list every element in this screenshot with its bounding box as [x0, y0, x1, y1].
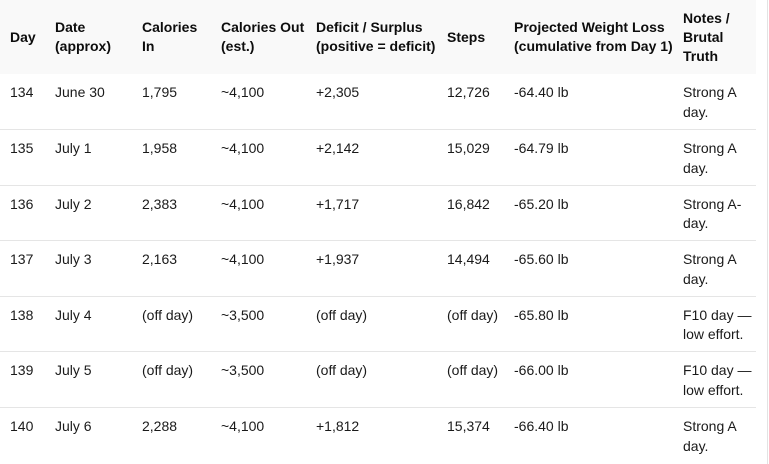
cell-steps: 15,374 [447, 418, 490, 435]
table-row: 134 June 30 1,795 ~4,100 +2,305 12,726 -… [0, 74, 756, 130]
header-deficit-surplus: Deficit / Surplus (positive = deficit) [316, 19, 436, 54]
cell-calories-out: ~4,100 [221, 84, 265, 100]
header-day: Day [10, 28, 36, 45]
cell-day: 136 [10, 195, 34, 212]
header-notes: Notes / Brutal Truth [683, 9, 730, 64]
cell-day: 137 [10, 251, 34, 268]
cell-calories-in: (off day) [142, 306, 194, 323]
cell-deficit: +1,717 [316, 195, 360, 212]
cell-steps: 16,842 [447, 195, 490, 212]
cell-notes: F10 day — low effort. [683, 306, 752, 343]
table-row: 139 July 5 (off day) ~3,500 (off day) (o… [0, 352, 756, 408]
cell-deficit: +2,305 [316, 84, 360, 100]
header-steps: Steps [447, 28, 486, 45]
cell-date: July 2 [55, 195, 92, 212]
cell-weight-loss: -66.40 lb [514, 418, 569, 435]
cell-calories-in: (off day) [142, 362, 194, 379]
cell-date: July 5 [55, 362, 92, 379]
table-row: 140 July 6 2,288 ~4,100 +1,812 15,374 -6… [0, 408, 756, 464]
header-date: Date (approx) [55, 19, 111, 54]
cell-day: 135 [10, 140, 34, 157]
cell-notes: Strong A- day. [683, 195, 742, 232]
cell-calories-out: ~3,500 [221, 362, 265, 379]
cell-calories-in: 2,383 [142, 195, 178, 212]
header-calories-in: Calories In [142, 19, 198, 54]
cell-date: July 6 [55, 418, 92, 435]
cell-deficit: +1,937 [316, 251, 360, 268]
cell-calories-out: ~3,500 [221, 306, 265, 323]
cell-calories-in: 2,288 [142, 418, 178, 435]
cell-weight-loss: -65.20 lb [514, 195, 569, 212]
cell-steps: (off day) [447, 362, 499, 379]
cell-notes: Strong A day. [683, 251, 736, 287]
cell-date: July 3 [55, 251, 92, 268]
cell-date: July 1 [55, 140, 92, 157]
cell-steps: 14,494 [447, 251, 490, 268]
cell-weight-loss: -64.40 lb [514, 84, 569, 100]
cell-day: 140 [10, 418, 34, 435]
table-row: 136 July 2 2,383 ~4,100 +1,717 16,842 -6… [0, 185, 756, 241]
cell-steps: 12,726 [447, 84, 490, 100]
table-row: 137 July 3 2,163 ~4,100 +1,937 14,494 -6… [0, 241, 756, 297]
table-row: 138 July 4 (off day) ~3,500 (off day) (o… [0, 296, 756, 352]
cell-calories-in: 1,795 [142, 84, 178, 100]
cell-deficit: (off day) [316, 306, 368, 323]
table-row: 135 July 1 1,958 ~4,100 +2,142 15,029 -6… [0, 130, 756, 186]
header-projected-weight-loss: Projected Weight Loss (cumulative from D… [514, 19, 673, 54]
cell-notes: F10 day — low effort. [683, 362, 752, 398]
cell-notes: Strong A day. [683, 84, 736, 120]
cell-notes: Strong A day. [683, 140, 736, 176]
cell-weight-loss: -65.80 lb [514, 306, 569, 323]
cell-deficit: +1,812 [316, 418, 360, 435]
cell-day: 134 [10, 84, 34, 100]
cell-date: June 30 [55, 84, 105, 100]
cell-weight-loss: -64.79 lb [514, 140, 569, 157]
cell-calories-out: ~4,100 [221, 418, 265, 435]
cell-weight-loss: -66.00 lb [514, 362, 569, 379]
cell-deficit: (off day) [316, 362, 368, 379]
cell-day: 139 [10, 362, 34, 379]
cell-notes: Strong A day. [683, 418, 736, 454]
cell-calories-out: ~4,100 [221, 140, 265, 157]
cell-weight-loss: -65.60 lb [514, 251, 569, 268]
cell-calories-in: 2,163 [142, 251, 178, 268]
table-header-row: Day Date (approx) Calories In Calories O… [0, 0, 756, 74]
cell-steps: 15,029 [447, 140, 490, 157]
cell-calories-out: ~4,100 [221, 195, 265, 212]
header-calories-out: Calories Out (est.) [221, 19, 305, 54]
cell-calories-in: 1,958 [142, 140, 178, 157]
cell-date: July 4 [55, 306, 92, 323]
cell-steps: (off day) [447, 306, 499, 323]
cell-day: 138 [10, 306, 34, 323]
cell-calories-out: ~4,100 [221, 251, 265, 268]
cell-deficit: +2,142 [316, 140, 360, 157]
